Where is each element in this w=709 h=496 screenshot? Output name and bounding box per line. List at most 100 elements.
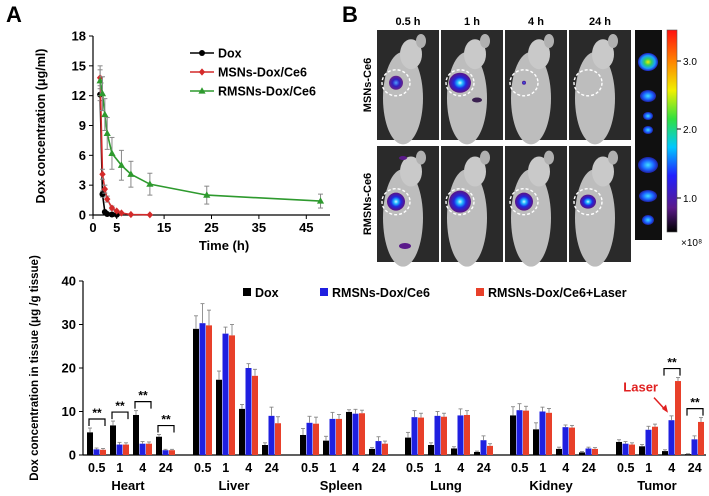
bar bbox=[268, 415, 275, 455]
colorbar-tick-label: 1.0 bbox=[683, 194, 697, 205]
row-label: RMSNs-Ce6 bbox=[362, 173, 374, 235]
bar bbox=[352, 413, 359, 455]
bar bbox=[93, 449, 100, 455]
data-point bbox=[127, 210, 135, 219]
bar bbox=[569, 427, 575, 455]
mouse-image-tile bbox=[441, 146, 503, 267]
bar bbox=[359, 413, 365, 455]
bar bbox=[323, 440, 329, 455]
group-tumor bbox=[616, 377, 704, 455]
bar bbox=[146, 443, 152, 455]
mouse-head bbox=[528, 156, 550, 187]
laser-annotation: Laser bbox=[623, 379, 658, 394]
bar bbox=[116, 444, 123, 455]
tumor-signal bbox=[522, 80, 526, 85]
timepoint-label: 24 bbox=[265, 461, 279, 475]
timepoint-label: 1 bbox=[539, 461, 546, 475]
bar bbox=[592, 448, 598, 455]
significance-stars: ** bbox=[92, 406, 102, 420]
colorbar-tick-label: 3.0 bbox=[683, 57, 697, 68]
significance-stars: ** bbox=[115, 399, 125, 413]
bar bbox=[510, 415, 516, 455]
bar bbox=[87, 432, 93, 455]
bar bbox=[451, 448, 457, 455]
timepoint-label: 1 bbox=[329, 461, 336, 475]
significance-bracket bbox=[663, 367, 681, 376]
bar-chart-y-label: Dox concentration in tissue (μg /g tissu… bbox=[29, 255, 41, 481]
bar bbox=[685, 454, 691, 455]
timepoint-label: 24 bbox=[372, 461, 386, 475]
x-tick-label: 25 bbox=[204, 220, 218, 235]
timepoint-label: 24 bbox=[477, 461, 491, 475]
significance-stars: ** bbox=[667, 356, 677, 370]
legend-swatch bbox=[320, 288, 328, 296]
significance-bracket bbox=[157, 424, 175, 433]
data-point bbox=[99, 191, 106, 198]
mouse-image-tile bbox=[569, 146, 631, 267]
mouse-image-tile bbox=[377, 146, 439, 267]
bar bbox=[428, 444, 434, 455]
bar bbox=[123, 444, 129, 455]
y-tick-label: 20 bbox=[62, 361, 76, 376]
mouse-image-tile bbox=[569, 30, 631, 145]
tumor-circle bbox=[445, 69, 475, 97]
bar bbox=[252, 375, 258, 455]
legend-swatch bbox=[243, 288, 251, 296]
tumor-circle bbox=[381, 69, 411, 97]
significance-bracket bbox=[88, 418, 106, 427]
bar bbox=[262, 444, 268, 455]
bar bbox=[434, 415, 441, 455]
bar bbox=[346, 411, 352, 455]
tumor-circle bbox=[445, 187, 475, 216]
bar bbox=[100, 449, 106, 455]
legend-swatch bbox=[476, 288, 484, 296]
mouse-ear bbox=[416, 34, 426, 48]
line-chart-legend: Dox MSNs-Dox/Ce6 RMSNs-Dox/Ce6 bbox=[190, 47, 316, 99]
bar bbox=[313, 423, 319, 455]
bar bbox=[329, 418, 336, 455]
mouse-ear bbox=[416, 150, 426, 165]
bar bbox=[616, 441, 622, 455]
bar bbox=[579, 452, 585, 455]
time-label: 0.5 h bbox=[395, 16, 420, 28]
tissue-group-label: Kidney bbox=[529, 478, 573, 493]
timepoint-label: 1 bbox=[222, 461, 229, 475]
bar bbox=[206, 325, 212, 455]
timepoint-label: 4 bbox=[245, 461, 252, 475]
bar bbox=[556, 448, 562, 455]
bar bbox=[133, 414, 139, 455]
bar-chart-bars bbox=[87, 303, 704, 455]
mouse-image-tile bbox=[505, 146, 567, 267]
bar bbox=[139, 443, 146, 455]
imaging-tiles bbox=[377, 30, 631, 267]
bar-chart-axes: 0 10 20 30 40 bbox=[62, 274, 706, 463]
mouse-body bbox=[575, 169, 615, 267]
y-tick-label: 40 bbox=[62, 274, 76, 289]
y-tick-label: 0 bbox=[69, 448, 76, 463]
bar bbox=[156, 436, 162, 455]
mouse-head bbox=[400, 39, 422, 70]
legend-label: MSNs-Dox/Ce6 bbox=[218, 66, 307, 80]
data-point bbox=[316, 197, 325, 204]
bar bbox=[405, 437, 411, 455]
time-label: 4 h bbox=[528, 16, 544, 28]
mouse-head bbox=[464, 156, 486, 187]
bar bbox=[336, 418, 342, 455]
off-target-signal bbox=[399, 156, 407, 160]
time-label: 1 h bbox=[464, 16, 480, 28]
panel-label-b: B bbox=[342, 2, 358, 27]
bar bbox=[645, 429, 652, 455]
tumor-signal bbox=[515, 192, 533, 211]
tumor-circle bbox=[573, 69, 603, 97]
colorbar-tick-label: 2.0 bbox=[683, 125, 697, 136]
organ-signal bbox=[639, 190, 657, 202]
mouse-head bbox=[592, 39, 614, 70]
organ-signal bbox=[638, 157, 658, 173]
time-label: 24 h bbox=[589, 16, 611, 28]
bar bbox=[222, 333, 229, 455]
pk-line-chart: 0 3 6 9 12 15 18 0 5 15 25 35 45 Time (h) Dox concen… bbox=[34, 29, 330, 253]
mouse-body bbox=[383, 51, 423, 145]
data-point bbox=[104, 195, 111, 203]
off-target-signal bbox=[399, 243, 411, 249]
